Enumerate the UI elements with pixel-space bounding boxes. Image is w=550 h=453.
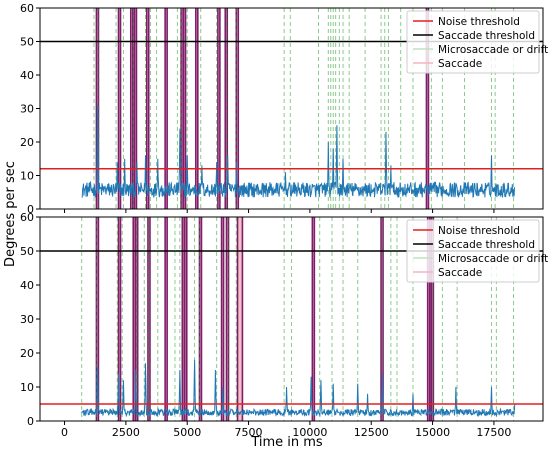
- legend: Noise threshold Saccade threshold Microsac…: [406, 10, 548, 74]
- saccade-band: [133, 217, 136, 421]
- chart-bottom: 0 10 20 30 40 50 60 0 2500 5000 7500 10000 12500 1500…: [20, 211, 548, 439]
- legend-item: Saccade: [438, 58, 482, 70]
- x-tick-label: 2500: [112, 426, 140, 439]
- saccade-band: [184, 217, 187, 421]
- saccade-band: [165, 8, 168, 209]
- x-tick-label: 7500: [235, 426, 263, 439]
- saccade-band: [182, 217, 185, 421]
- saccade-band: [237, 217, 243, 421]
- saccade-band: [96, 217, 99, 421]
- chart-top: 0 10 20 30 40 50 60 Noise threshold Saccade thre…: [20, 2, 548, 216]
- y-axis-label: Degrees per sec: [3, 161, 18, 267]
- saccade-band: [226, 217, 229, 421]
- legend-item: Microsaccade or drift: [438, 253, 548, 265]
- y-tick-label: 50: [20, 36, 34, 49]
- y-tick-label: 10: [20, 381, 34, 394]
- saccade-band: [427, 217, 430, 421]
- plot-area: [40, 8, 543, 209]
- y-tick-label: 60: [20, 211, 34, 224]
- y-tick-label: 0: [27, 415, 34, 428]
- saccade-band: [195, 8, 198, 209]
- saccade-band: [130, 8, 133, 209]
- velocity-series: [81, 105, 515, 198]
- saccade-band: [118, 8, 121, 209]
- y-tick-label: 10: [20, 170, 34, 183]
- x-tick-label: 12500: [354, 426, 389, 439]
- legend-item: Saccade threshold: [438, 30, 535, 42]
- saccade-band: [118, 217, 121, 421]
- legend-item: Microsaccade or drift: [438, 44, 548, 56]
- y-tick-label: 40: [20, 69, 34, 82]
- x-tick-label: 0: [61, 426, 68, 439]
- saccade-band: [236, 8, 239, 209]
- y-tick-label: 50: [20, 245, 34, 258]
- saccade-band: [199, 217, 202, 421]
- saccade-band: [217, 8, 220, 209]
- saccade-band: [221, 217, 224, 421]
- y-tick-label: 30: [20, 103, 34, 116]
- legend-item: Saccade threshold: [438, 239, 535, 251]
- velocity-series: [81, 359, 516, 418]
- saccade-band: [181, 8, 184, 209]
- y-tick-label: 20: [20, 347, 34, 360]
- saccade-band: [312, 217, 315, 421]
- saccade-band: [426, 8, 429, 209]
- x-tick-label: 15000: [415, 426, 450, 439]
- x-tick-label: 17500: [476, 426, 511, 439]
- x-tick-label: 10000: [292, 426, 327, 439]
- saccade-band: [146, 8, 149, 209]
- legend: Noise threshold Saccade threshold Microsac…: [406, 219, 548, 283]
- y-tick-label: 60: [20, 2, 34, 15]
- saccade-band: [134, 8, 137, 209]
- plot-area: [40, 217, 543, 421]
- legend-box: [406, 219, 540, 283]
- saccade-band: [183, 8, 186, 209]
- y-tick-label: 40: [20, 279, 34, 292]
- x-axis-label: Time in ms: [250, 435, 323, 450]
- legend-item: Noise threshold: [438, 225, 520, 237]
- legend-item: Noise threshold: [438, 16, 520, 28]
- y-tick-label: 20: [20, 136, 34, 149]
- y-tick-label: 0: [27, 203, 34, 216]
- saccade-band: [165, 217, 168, 421]
- legend-box: [406, 10, 540, 74]
- y-tick-label: 30: [20, 313, 34, 326]
- legend-item: Saccade: [438, 267, 482, 279]
- x-tick-label: 5000: [173, 426, 201, 439]
